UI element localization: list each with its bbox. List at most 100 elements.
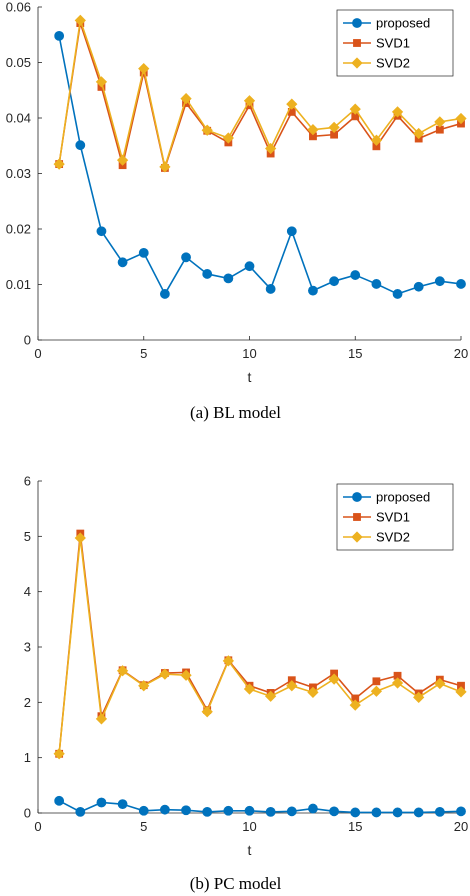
- data-point-13: [307, 124, 319, 136]
- legend-label: proposed: [376, 490, 430, 505]
- data-point-15: [349, 103, 361, 115]
- data-point-3: [96, 797, 107, 808]
- data-point-9: [223, 805, 234, 816]
- data-point-legend: [351, 57, 363, 69]
- legend-label: SVD2: [376, 56, 410, 71]
- data-point-16: [371, 279, 382, 289]
- legend-entry-svd2: SVD2: [343, 530, 410, 545]
- data-point-14: [328, 673, 340, 685]
- x-tick-label: 15: [348, 819, 362, 834]
- figure-caption: (a) BL model: [190, 403, 281, 422]
- series-line: [58, 22, 462, 171]
- data-point-1: [53, 748, 65, 760]
- data-point-legend: [353, 39, 361, 47]
- data-point-13: [308, 285, 318, 296]
- legend-entry-svd2: SVD2: [343, 56, 410, 71]
- x-axis-label: t: [248, 369, 252, 385]
- series-svd2: [53, 532, 467, 760]
- data-point-legend: [352, 18, 362, 28]
- series-line: [58, 533, 462, 754]
- series-proposed: [54, 795, 466, 818]
- legend: proposed SVD1 SVD2: [336, 483, 454, 551]
- data-point-10: [243, 95, 256, 107]
- data-point-16: [371, 807, 382, 818]
- legend-entry-svd1: SVD1: [343, 36, 410, 51]
- legend-label: proposed: [376, 16, 430, 31]
- data-point-6: [159, 804, 170, 815]
- x-tick-label: 0: [34, 819, 41, 834]
- data-point-11: [265, 806, 276, 817]
- data-point-1: [54, 30, 65, 41]
- x-tick-label: 5: [140, 819, 147, 834]
- data-point-19: [434, 116, 446, 128]
- data-point-2: [75, 140, 86, 151]
- data-point-10: [243, 683, 256, 695]
- chart-panel-1: 0 5 10 15 20 0 0.01 0.02 0.03 0.04 0.05 0.06 t propos…: [6, 0, 469, 422]
- data-point-10: [244, 261, 255, 272]
- data-point-20: [455, 112, 467, 125]
- data-point-18: [413, 281, 424, 292]
- data-point-8: [201, 124, 213, 136]
- data-point-10: [244, 805, 255, 816]
- data-point-15: [349, 699, 361, 711]
- x-tick-label: 0: [34, 346, 41, 361]
- series-svd1: [55, 529, 465, 758]
- data-point-legend: [351, 531, 363, 543]
- legend-label: SVD2: [376, 530, 410, 545]
- data-point-17: [392, 289, 403, 299]
- data-point-18: [413, 691, 425, 703]
- data-point-2: [74, 14, 86, 26]
- x-axis-label: t: [248, 842, 252, 858]
- x-tick-label: 20: [454, 819, 468, 834]
- data-point-2: [74, 532, 86, 544]
- data-point-legend: [352, 492, 362, 502]
- x-tick-label: 10: [242, 819, 256, 834]
- data-point-1: [53, 158, 65, 170]
- data-point-14: [329, 806, 339, 817]
- data-point-12: [286, 680, 298, 692]
- data-point-14: [328, 121, 340, 134]
- y-tick-label: 1: [24, 750, 31, 765]
- data-point-9: [223, 273, 234, 284]
- x-tick-label: 10: [242, 346, 256, 361]
- x-tick-label: 15: [348, 346, 362, 361]
- y-tick-label: 2: [24, 695, 31, 710]
- data-point-15: [350, 270, 361, 280]
- chart-panel-2: 0 5 10 15 20 0 1 2 3 4 5 6 t proposed SVD1 SVD2 (b) PC m…: [24, 474, 468, 894]
- data-point-18: [413, 807, 424, 818]
- data-point-12: [286, 98, 298, 110]
- series-svd2: [53, 14, 467, 173]
- y-tick-label: 0.01: [6, 277, 31, 292]
- data-point-8: [201, 706, 213, 718]
- y-tick-label: 0.02: [6, 222, 31, 237]
- legend-entry-svd1: SVD1: [343, 510, 410, 525]
- y-tick-label: 5: [24, 529, 31, 544]
- data-point-16: [370, 134, 383, 146]
- series-line: [58, 20, 462, 170]
- data-point-5: [138, 680, 150, 692]
- data-point-6: [159, 289, 170, 299]
- y-tick-label: 0.06: [6, 0, 31, 15]
- data-point-20: [455, 686, 467, 698]
- data-point-3: [95, 713, 108, 725]
- data-point-16: [370, 685, 383, 697]
- data-point-15: [350, 807, 361, 818]
- legend-label: SVD1: [376, 36, 410, 51]
- legend-entry-proposed: proposed: [343, 490, 430, 505]
- data-point-11: [265, 142, 277, 155]
- data-point-4: [117, 257, 128, 268]
- data-point-18: [413, 127, 425, 140]
- y-tick-label: 4: [24, 584, 31, 599]
- y-tick-label: 6: [24, 474, 31, 489]
- data-point-13: [308, 803, 318, 814]
- data-point-19: [434, 677, 446, 690]
- data-point-9: [222, 132, 234, 144]
- data-point-7: [180, 669, 192, 681]
- y-tick-label: 0.03: [6, 166, 31, 181]
- legend: proposed SVD1 SVD2: [336, 9, 454, 77]
- data-point-7: [180, 92, 192, 105]
- data-point-20: [456, 806, 466, 817]
- legend-label: SVD1: [376, 510, 410, 525]
- series-proposed: [54, 30, 466, 299]
